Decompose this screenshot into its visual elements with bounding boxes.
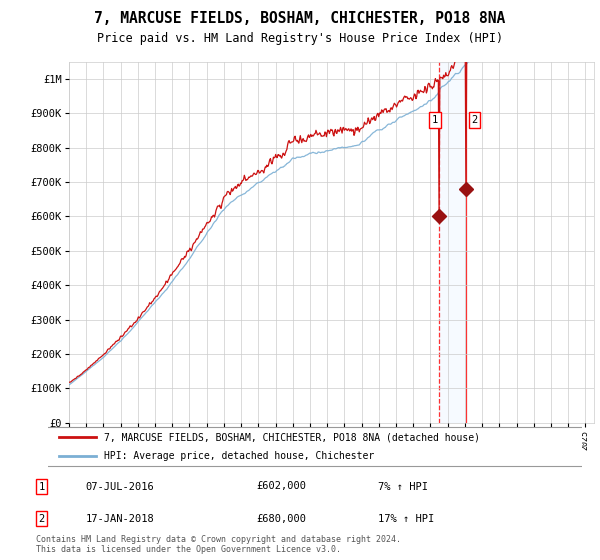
Text: 7, MARCUSE FIELDS, BOSHAM, CHICHESTER, PO18 8NA: 7, MARCUSE FIELDS, BOSHAM, CHICHESTER, P… [94,11,506,26]
Text: 1: 1 [432,115,438,125]
Text: 17-JAN-2018: 17-JAN-2018 [86,514,154,524]
Text: 1: 1 [38,482,44,492]
Text: 7, MARCUSE FIELDS, BOSHAM, CHICHESTER, PO18 8NA (detached house): 7, MARCUSE FIELDS, BOSHAM, CHICHESTER, P… [104,432,480,442]
Text: £680,000: £680,000 [257,514,307,524]
Text: Contains HM Land Registry data © Crown copyright and database right 2024.
This d: Contains HM Land Registry data © Crown c… [36,535,401,554]
Bar [439,62,466,423]
Text: 7% ↑ HPI: 7% ↑ HPI [378,482,428,492]
Text: 2: 2 [38,514,44,524]
Text: £602,000: £602,000 [257,482,307,492]
Text: Price paid vs. HM Land Registry's House Price Index (HPI): Price paid vs. HM Land Registry's House … [97,32,503,45]
Text: 2: 2 [471,115,478,125]
FancyBboxPatch shape [46,427,584,466]
Text: HPI: Average price, detached house, Chichester: HPI: Average price, detached house, Chic… [104,451,374,461]
Text: 17% ↑ HPI: 17% ↑ HPI [378,514,434,524]
Text: 07-JUL-2016: 07-JUL-2016 [86,482,154,492]
